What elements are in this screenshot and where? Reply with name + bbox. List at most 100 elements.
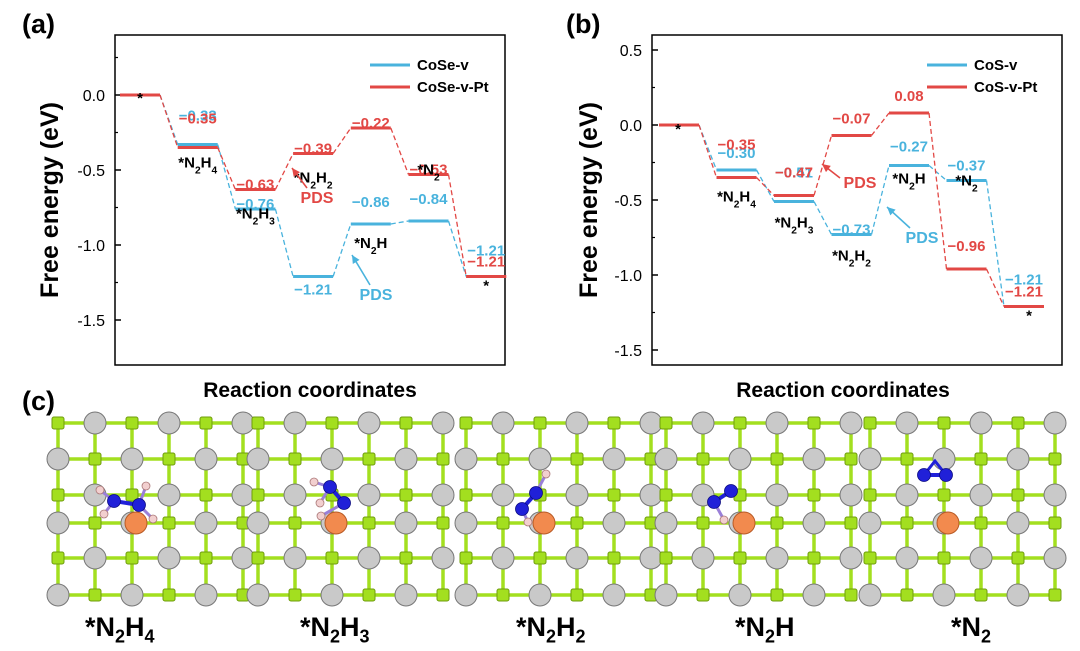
co-atom bbox=[46, 583, 70, 607]
co-atom bbox=[491, 483, 515, 507]
co-atom bbox=[528, 447, 552, 471]
co-atom bbox=[120, 447, 144, 471]
se-atom bbox=[125, 416, 139, 430]
se-atom bbox=[974, 516, 988, 530]
se-atom bbox=[696, 452, 710, 466]
connector-CoSe-v bbox=[390, 220, 409, 225]
label-part: *N bbox=[717, 189, 734, 206]
co-atom bbox=[246, 511, 270, 535]
label-part: *N bbox=[955, 173, 972, 190]
co-atom bbox=[765, 483, 789, 507]
label-part: *N bbox=[417, 162, 434, 179]
n-atom bbox=[107, 494, 121, 508]
se-atom bbox=[807, 488, 821, 502]
y-tick-label: -1.5 bbox=[77, 313, 105, 330]
h-atom bbox=[148, 514, 158, 524]
se-atom bbox=[459, 551, 473, 565]
legend-label: CoSe-v bbox=[417, 57, 469, 74]
se-atom bbox=[459, 488, 473, 502]
h-atom bbox=[99, 509, 109, 519]
co-atom bbox=[765, 411, 789, 435]
label-part: H bbox=[854, 248, 865, 265]
caption-n2: *N2 bbox=[951, 612, 992, 647]
se-atom bbox=[399, 551, 413, 565]
value-label-CoS-v-Pt: −1.21 bbox=[1005, 284, 1043, 301]
legend-label: CoSe-v-Pt bbox=[417, 79, 489, 96]
caption-n2h: *N2H bbox=[735, 612, 795, 647]
structure-N2H3 bbox=[246, 411, 455, 607]
n-atom bbox=[529, 486, 543, 500]
co-atom bbox=[431, 411, 455, 435]
se-atom bbox=[251, 488, 265, 502]
value-label-CoS-v-Pt: −0.35 bbox=[718, 137, 756, 154]
co-atom bbox=[394, 511, 418, 535]
y-tick-label: -0.5 bbox=[614, 193, 642, 210]
co-atom bbox=[839, 546, 863, 570]
co-atom bbox=[357, 411, 381, 435]
pds-arrowhead bbox=[887, 207, 896, 216]
connector-CoSe-v bbox=[447, 220, 467, 277]
h-atom bbox=[719, 515, 729, 525]
pds-annotation: PDS bbox=[301, 190, 334, 207]
co-atom bbox=[320, 447, 344, 471]
label-part: 2 bbox=[434, 172, 440, 183]
pds-annotation: PDS bbox=[906, 230, 939, 247]
connector-CoS-v-Pt bbox=[928, 112, 948, 270]
se-atom bbox=[937, 488, 951, 502]
label-part: 2 bbox=[791, 225, 797, 236]
se-atom bbox=[1048, 588, 1062, 602]
co-atom bbox=[802, 447, 826, 471]
value-label-CoSe-v-Pt: −0.53 bbox=[410, 162, 448, 179]
label-part: 2 bbox=[371, 246, 377, 257]
connector-CoSe-v-Pt bbox=[332, 127, 352, 154]
structure-N2 bbox=[858, 411, 1067, 607]
value-label-CoSe-v: −1.21 bbox=[294, 282, 332, 299]
co-atom bbox=[283, 411, 307, 435]
y-tick-label: 0.5 bbox=[620, 43, 642, 60]
connector-CoS-v bbox=[985, 180, 1005, 307]
state-label: *N2H4 bbox=[178, 155, 217, 177]
state-label: * bbox=[137, 90, 143, 107]
co-atom bbox=[639, 483, 663, 507]
label-part: 2 bbox=[327, 180, 333, 191]
y-axis-label: Free energy (eV) bbox=[36, 102, 64, 298]
se-atom bbox=[436, 516, 450, 530]
label-part: H bbox=[739, 189, 750, 206]
n-atom bbox=[132, 498, 146, 512]
legend-label: CoS-v bbox=[974, 57, 1018, 74]
co-atom bbox=[491, 411, 515, 435]
se-atom bbox=[533, 416, 547, 430]
se-atom bbox=[288, 452, 302, 466]
y-axis-label: Free energy (eV) bbox=[575, 102, 603, 298]
value-label-CoS-v: −0.37 bbox=[948, 158, 986, 175]
label-part: H bbox=[377, 235, 388, 252]
label-part: 2 bbox=[310, 180, 316, 191]
n-atom bbox=[939, 468, 953, 482]
label-part: 2 bbox=[849, 258, 855, 269]
se-atom bbox=[436, 588, 450, 602]
co-atom bbox=[491, 546, 515, 570]
state-label: *N2 bbox=[417, 162, 440, 184]
co-atom bbox=[895, 546, 919, 570]
co-atom bbox=[602, 447, 626, 471]
label-part: H bbox=[316, 170, 327, 187]
co-atom bbox=[858, 583, 882, 607]
co-atom bbox=[357, 483, 381, 507]
pt-atom bbox=[532, 511, 556, 535]
co-atom bbox=[654, 447, 678, 471]
value-label-CoSe-v: −1.21 bbox=[467, 243, 505, 260]
state-label: *N2H3 bbox=[236, 206, 275, 228]
pds-annotation: PDS bbox=[844, 175, 877, 192]
value-label-CoSe-v: −0.86 bbox=[352, 194, 390, 211]
co-atom bbox=[839, 411, 863, 435]
co-atom bbox=[283, 546, 307, 570]
label-part: * bbox=[675, 121, 681, 138]
co-atom bbox=[765, 546, 789, 570]
co-atom bbox=[454, 447, 478, 471]
co-atom bbox=[431, 483, 455, 507]
state-label: *N2H bbox=[354, 235, 387, 257]
co-atom bbox=[194, 511, 218, 535]
n-atom bbox=[337, 496, 351, 510]
co-atom bbox=[639, 411, 663, 435]
